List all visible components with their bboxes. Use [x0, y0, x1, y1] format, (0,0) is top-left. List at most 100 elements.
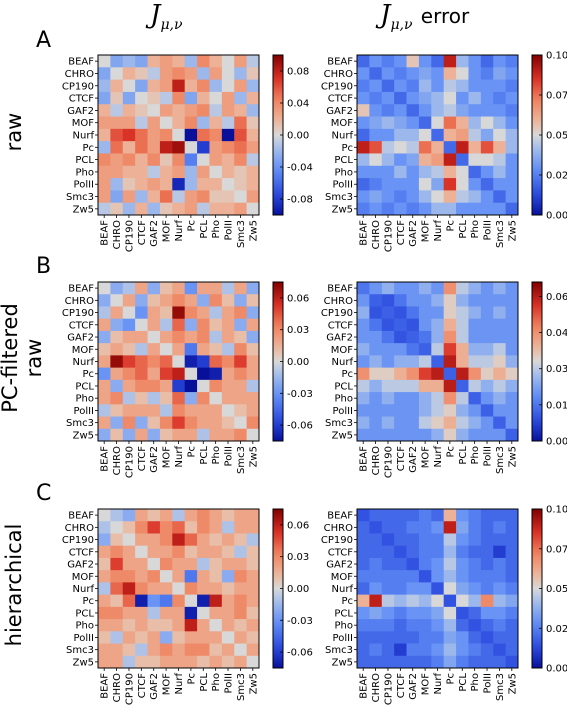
- heatmap-cell: [221, 141, 235, 154]
- x-tick-label: MOF: [421, 673, 432, 695]
- heatmap-cell: [159, 294, 173, 307]
- heatmap-cell: [493, 165, 507, 179]
- heatmap-cell: [246, 379, 260, 393]
- heatmap-cell: [394, 153, 407, 167]
- heatmap-cell: [493, 343, 507, 356]
- heatmap-cell: [431, 570, 445, 583]
- heatmap-cell: [159, 343, 173, 356]
- heatmap-cell: [443, 379, 457, 393]
- heatmap-cell: [98, 306, 111, 320]
- y-tick-label: CP190: [321, 81, 353, 92]
- heatmap-cell: [184, 128, 198, 142]
- heatmap-cell: [197, 202, 210, 216]
- heatmap-cell: [493, 404, 507, 417]
- heatmap-cell: [209, 619, 223, 632]
- heatmap-cell: [456, 509, 469, 522]
- heatmap-cell: [406, 521, 420, 534]
- heatmap-cell: [443, 91, 457, 105]
- heatmap-cell: [443, 165, 457, 179]
- heatmap-cell: [184, 116, 198, 130]
- heatmap-cell: [406, 404, 420, 417]
- heatmap-cell: [468, 190, 482, 204]
- heatmap-cell: [184, 190, 198, 204]
- y-tick-label: Zw5: [73, 657, 94, 668]
- heatmap-cell: [431, 557, 445, 571]
- y-tick-label: GAF2: [67, 106, 94, 117]
- colorbar-tick-label: 0.030: [546, 364, 567, 375]
- heatmap-cell: [172, 141, 186, 154]
- heatmap-cell: [110, 282, 124, 295]
- heatmap-cell: [394, 367, 407, 381]
- x-tick-label: Smc3: [495, 673, 506, 701]
- heatmap-cell: [246, 404, 260, 417]
- heatmap-cell: [234, 67, 248, 81]
- heatmap-cell: [246, 533, 260, 547]
- heatmap-cell: [431, 294, 445, 307]
- colorbar-tick-label: 0.00: [287, 357, 309, 368]
- heatmap-cell: [147, 306, 161, 320]
- heatmap-cell: [406, 367, 420, 381]
- heatmap-cell: [493, 67, 507, 81]
- heatmap-cell: [159, 619, 173, 632]
- heatmap-cell: [159, 91, 173, 105]
- heatmap-cell: [135, 606, 148, 620]
- heatmap-cell: [381, 582, 395, 596]
- heatmap-cell: [357, 606, 370, 620]
- y-tick-label: CHRO: [65, 523, 94, 534]
- heatmap-cell: [221, 631, 235, 644]
- heatmap-cell: [456, 128, 469, 142]
- heatmap-cell: [369, 91, 383, 105]
- heatmap-cell: [110, 416, 124, 430]
- heatmap-cell: [135, 416, 148, 430]
- heatmap-cell: [394, 509, 407, 522]
- heatmap-cell: [480, 606, 494, 620]
- heatmap-cell: [147, 116, 161, 130]
- heatmap-cell: [172, 509, 186, 522]
- heatmap-cell: [221, 545, 235, 559]
- heatmap-cell: [209, 165, 223, 179]
- heatmap-cell: [147, 165, 161, 179]
- heatmap-cell: [172, 79, 186, 93]
- heatmap-cell: [369, 153, 383, 167]
- heatmap-cell: [135, 104, 148, 117]
- heatmap-cell: [369, 202, 383, 216]
- y-tick-label: GAF2: [67, 560, 94, 571]
- heatmap-cell: [493, 643, 507, 657]
- heatmap-cell: [406, 318, 420, 332]
- heatmap-cell: [418, 91, 432, 105]
- heatmap-cell: [480, 631, 494, 644]
- heatmap-cell: [159, 643, 173, 657]
- heatmap-cell: [443, 104, 457, 117]
- heatmap-cell: [431, 330, 445, 344]
- heatmap-cell: [505, 557, 519, 571]
- heatmap-cell: [221, 282, 235, 295]
- y-tick-label: MOF: [72, 345, 94, 356]
- heatmap-cell: [246, 128, 260, 142]
- heatmap-cell: [406, 655, 420, 669]
- heatmap-cell: [159, 141, 173, 154]
- heatmap-cell: [135, 643, 148, 657]
- heatmap-cell: [221, 55, 235, 68]
- heatmap-cell: [468, 294, 482, 307]
- heatmap-cell: [172, 557, 186, 571]
- x-tick-label: Nurf: [433, 220, 444, 242]
- heatmap-cell: [493, 128, 507, 142]
- heatmap-cell: [246, 392, 260, 405]
- heatmap-cell: [369, 343, 383, 356]
- heatmap-cell: [357, 104, 370, 117]
- heatmap-cell: [135, 392, 148, 405]
- heatmap-cell: [110, 521, 124, 534]
- heatmap-cell: [357, 128, 370, 142]
- panel-letter-c: C: [36, 481, 52, 506]
- heatmap-cell: [394, 631, 407, 644]
- heatmap-cell: [110, 545, 124, 559]
- heatmap-cell: [480, 416, 494, 430]
- heatmap-cell: [197, 557, 210, 571]
- heatmap-cell: [431, 141, 445, 154]
- heatmap-cell: [456, 631, 469, 644]
- heatmap-cell: [493, 141, 507, 154]
- y-tick-label: MOF: [72, 572, 94, 583]
- heatmap-cell: [246, 619, 260, 632]
- heatmap-cell: [493, 306, 507, 320]
- heatmap-cell: [431, 416, 445, 430]
